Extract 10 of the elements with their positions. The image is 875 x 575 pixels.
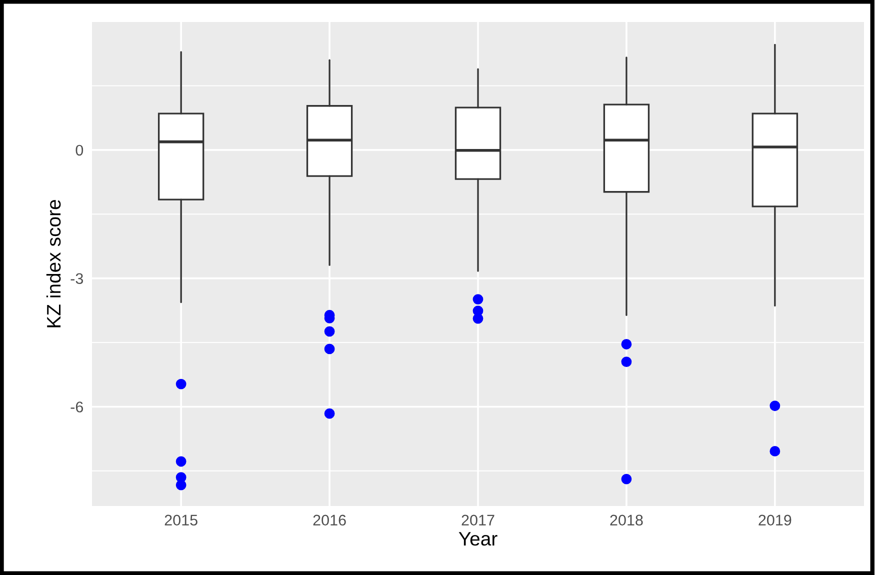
y-tick-label: -6 xyxy=(70,402,83,412)
y-axis-title: KZ index score xyxy=(46,200,61,328)
x-tick-label: 2016 xyxy=(313,514,346,526)
x-tick-label: 2015 xyxy=(164,514,198,526)
x-axis-title: Year xyxy=(458,532,498,546)
y-tick-label: -3 xyxy=(70,273,83,284)
y-tick-label: 0 xyxy=(76,144,84,156)
x-tick-label: 2018 xyxy=(610,514,643,526)
x-tick-label: 2019 xyxy=(758,514,792,526)
x-tick-label: 2017 xyxy=(462,514,494,526)
